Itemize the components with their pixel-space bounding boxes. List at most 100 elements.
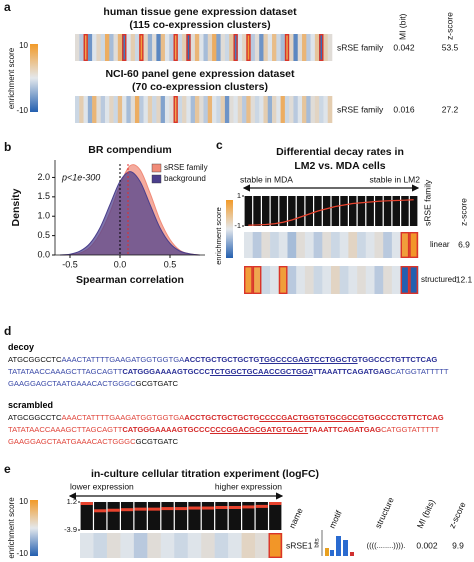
sequence-line: TATATAACCAAAGCTTAGCAGTTCATGGGAAAAGTGCCCT… — [8, 366, 470, 378]
heat-cell — [120, 533, 135, 558]
y-axis-label: Density — [10, 188, 22, 226]
bin-box — [242, 502, 255, 530]
annotation: higher expression — [215, 481, 282, 491]
column-header: z-score — [458, 198, 468, 226]
heat-cell — [122, 96, 127, 123]
heat-cell — [322, 266, 332, 294]
heat-cell — [80, 533, 94, 558]
heat-cell — [177, 96, 183, 123]
heat-cell — [152, 96, 157, 123]
heat-cell — [79, 34, 84, 61]
bin-box — [366, 196, 374, 226]
heat-cell — [156, 34, 161, 61]
colorbar-label: enrichment score — [7, 47, 16, 109]
bin-box — [279, 196, 287, 226]
bin-box — [244, 196, 253, 226]
heat-cell — [323, 96, 329, 123]
colorbar-label: enrichment score — [7, 497, 16, 559]
bin-box — [80, 502, 93, 530]
decay-line — [248, 199, 414, 226]
annotation: stable in MDA — [240, 174, 293, 184]
bar-marker — [121, 508, 134, 512]
sequence-segment: GAAGGAGCTAATGAAACACTGGGC — [8, 437, 136, 446]
heat-cell — [261, 232, 271, 258]
heat-cell — [126, 34, 131, 61]
sequence-segment: CCCGGACGCGATGTGACT — [209, 425, 309, 434]
highlight — [243, 266, 253, 295]
column-header: structure — [373, 495, 396, 529]
bar-marker — [255, 504, 268, 508]
heat-cell — [374, 266, 384, 294]
heat-cell — [147, 96, 153, 123]
heat-cell — [287, 232, 297, 258]
heat-cell — [246, 34, 251, 61]
heat-cell — [254, 96, 260, 123]
column-header: z-score — [447, 500, 468, 530]
highlight — [400, 266, 410, 295]
heat-cell — [237, 96, 243, 123]
heat-cell — [339, 266, 349, 294]
row-name: structured — [421, 275, 457, 284]
heat-cell — [228, 533, 242, 558]
heat-cell — [216, 96, 221, 123]
bin-box — [107, 502, 120, 530]
heat-cell — [93, 533, 108, 558]
y-tick-label: -3.9 — [64, 525, 77, 534]
heat-cell — [92, 96, 97, 123]
heat-cell — [194, 96, 200, 123]
heat-cell — [254, 34, 260, 61]
heat-cell — [130, 34, 136, 61]
highlight — [319, 34, 324, 62]
heat-cell — [164, 34, 170, 61]
sequence-segment: CATGGTATTTTT — [390, 367, 449, 376]
heat-cell — [216, 34, 221, 61]
bar-marker — [269, 502, 282, 505]
sequence-segment: ACCTGCTGCTGCTG — [184, 355, 260, 364]
x-tick-label: 0.5 — [164, 259, 177, 269]
heat-cell — [400, 232, 410, 258]
bin-box — [147, 502, 161, 530]
bin-box — [134, 502, 147, 530]
panel-label: c — [216, 138, 223, 152]
heat-cell — [156, 96, 161, 123]
heat-cell — [224, 34, 230, 61]
heat-cell — [207, 96, 213, 123]
heat-cell — [259, 96, 264, 123]
heat-cell — [182, 34, 187, 61]
heat-cell — [133, 533, 148, 558]
highlight — [233, 34, 238, 62]
heat-cell — [339, 232, 349, 258]
sequence-segment: AAACTATTTTGAAGATGGTGGTGA — [61, 413, 185, 422]
heat-cell — [289, 34, 294, 61]
chart-title: LM2 vs. MDA cells — [294, 160, 385, 172]
sequence-segment: TGGCCCGAGTCCTGGCTG — [259, 355, 358, 364]
heat-cell — [327, 96, 333, 123]
heat-cell — [293, 34, 299, 61]
heat-cell — [263, 96, 269, 123]
heat-cell — [187, 533, 202, 558]
sequence-segment: TAAATTCAGATGAG — [308, 425, 382, 434]
highlight — [122, 34, 127, 62]
heat-cell — [280, 96, 286, 123]
bin-box — [349, 196, 357, 226]
bin-box — [94, 502, 107, 530]
z-value: 53.5 — [442, 42, 459, 52]
bar-marker — [94, 509, 107, 513]
bin-box — [161, 502, 174, 530]
y-tick-label: 1.2 — [67, 497, 77, 506]
heat-cell — [319, 34, 324, 61]
highlight — [173, 34, 178, 62]
heat-cell — [201, 533, 215, 558]
heat-cell — [224, 96, 230, 123]
colorbar-tick: -10 — [16, 549, 28, 558]
heat-cell — [267, 96, 273, 123]
heat-cell — [122, 34, 127, 61]
heat-cell — [383, 232, 393, 258]
heat-cell — [203, 34, 209, 61]
heat-cell — [182, 96, 187, 123]
heat-cell — [246, 96, 251, 123]
dataset-title: NCI-60 panel gene expression dataset — [105, 68, 295, 80]
z-value: 12.1 — [456, 274, 473, 284]
heat-cell — [160, 34, 166, 61]
